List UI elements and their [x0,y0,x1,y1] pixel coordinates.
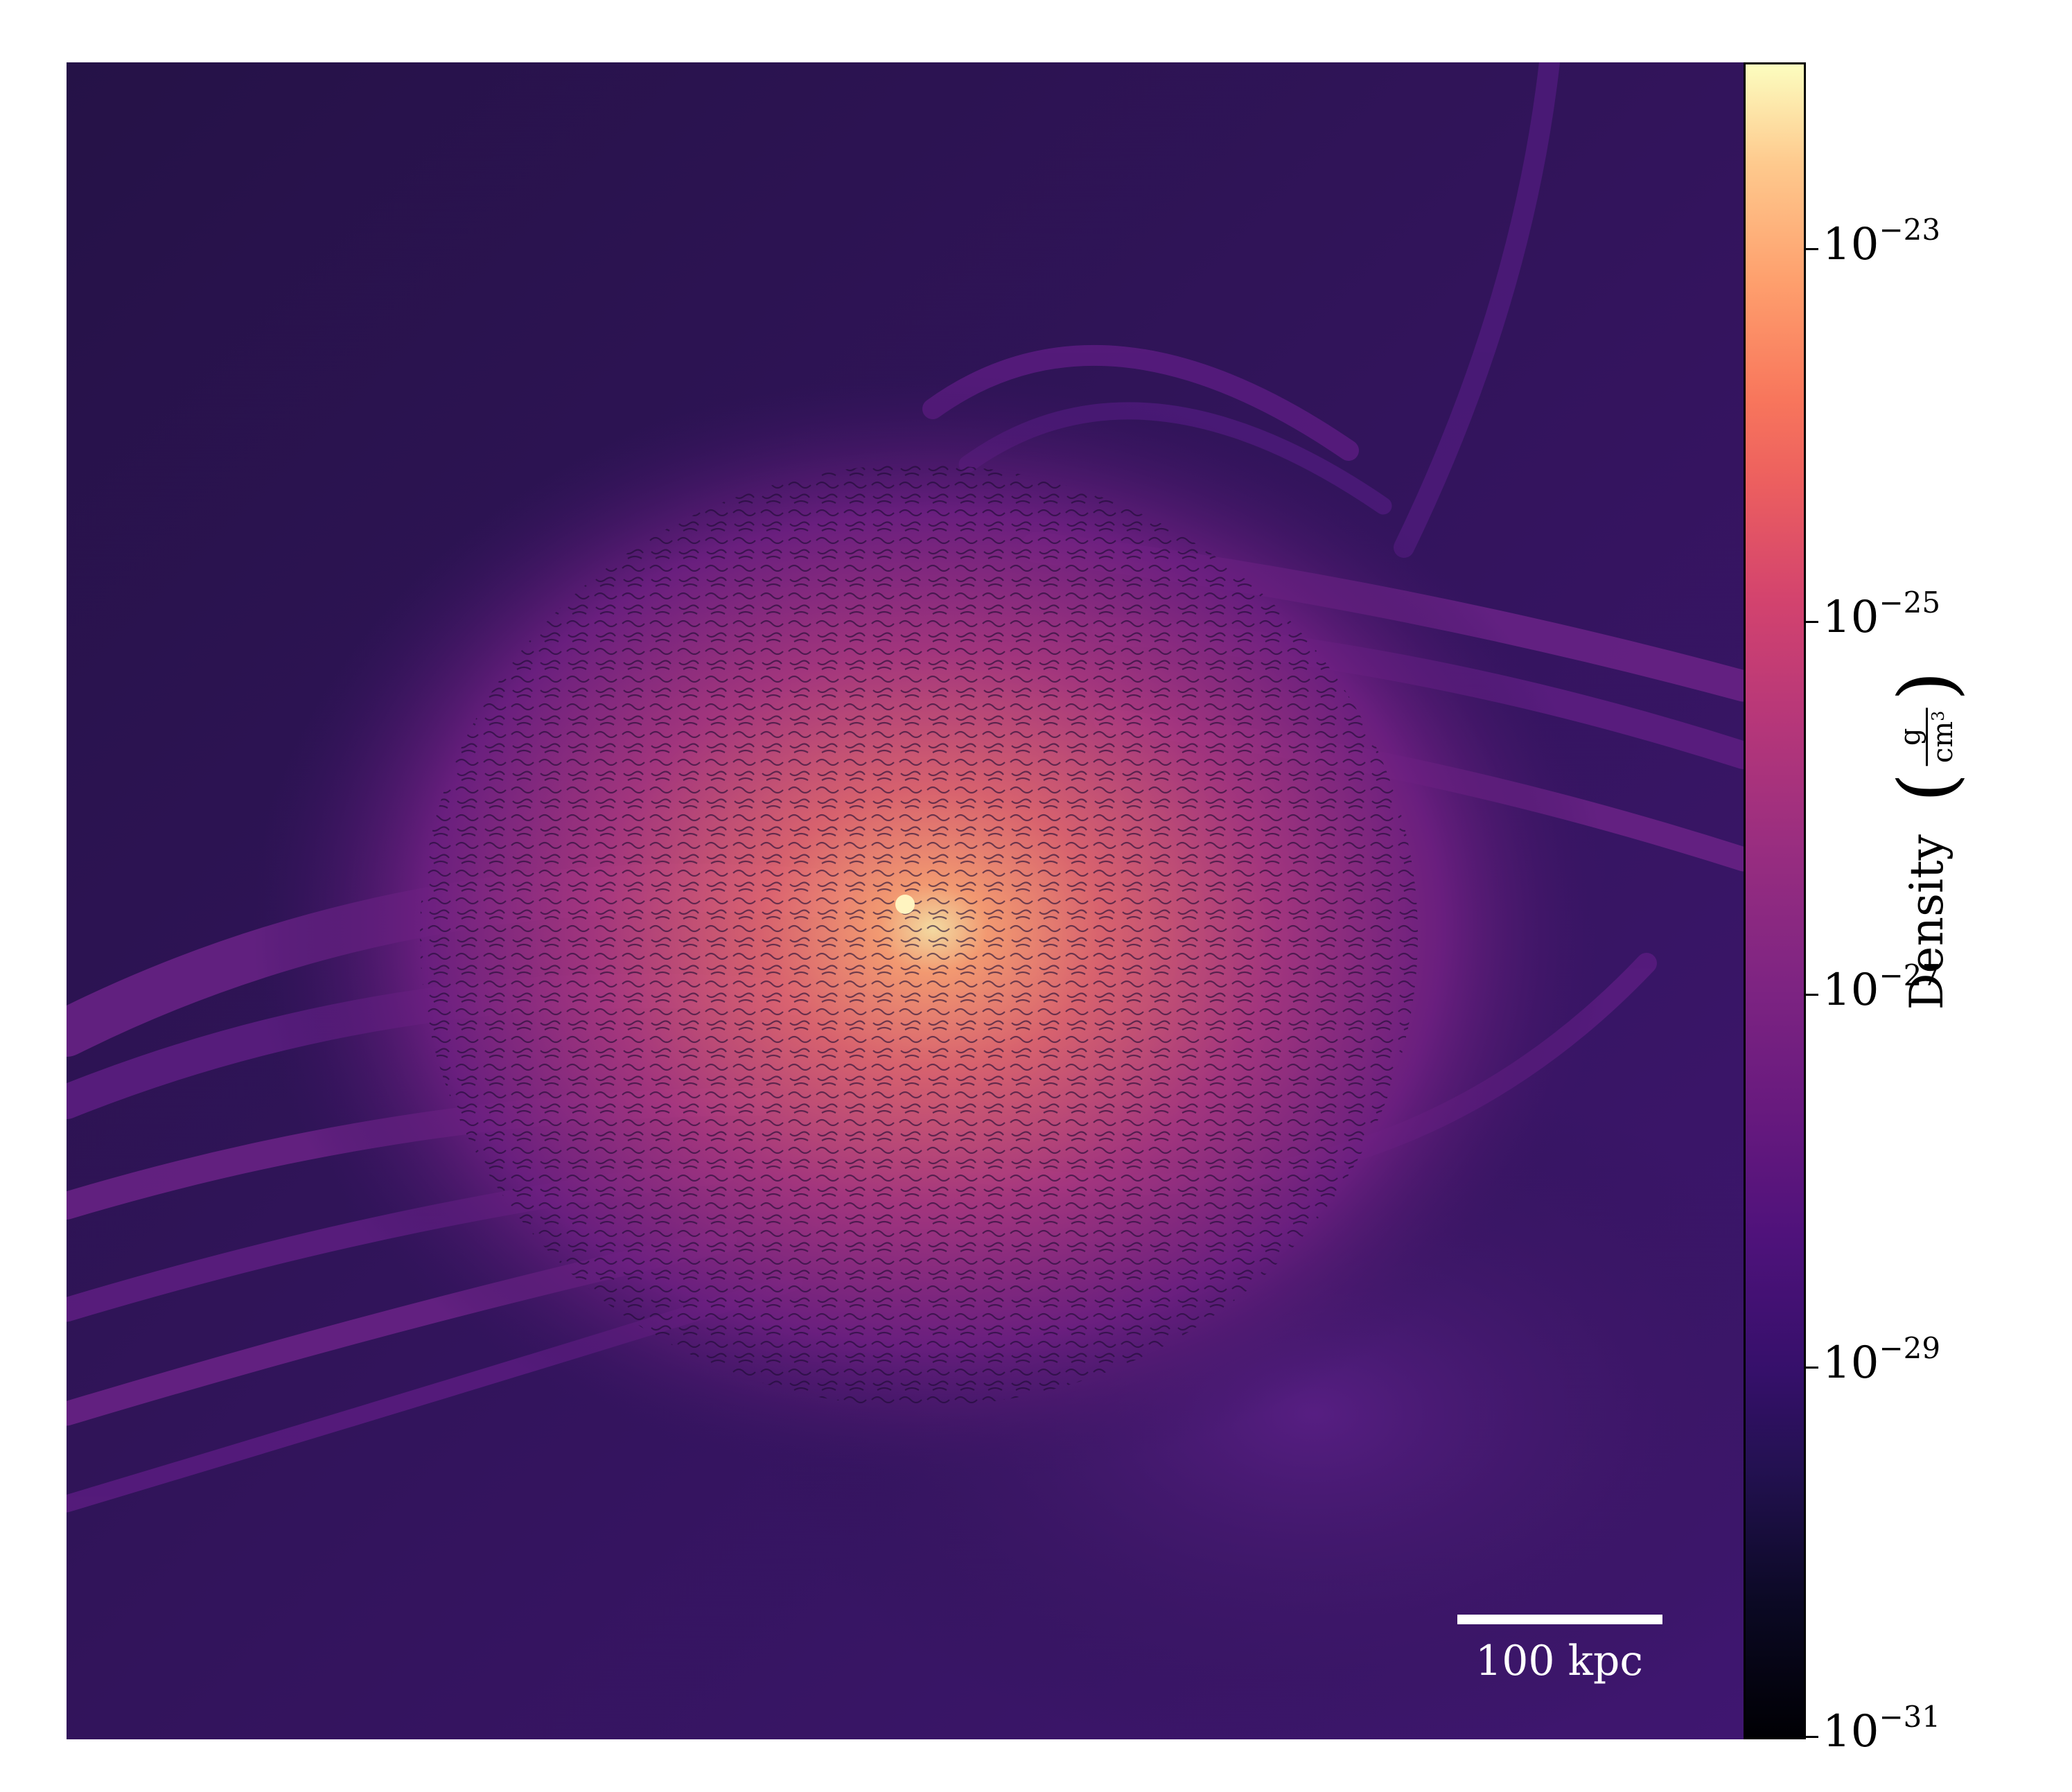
scale-bar [1457,1615,1662,1624]
colorbar-label-text: Density [1899,834,1954,1010]
colorbar-tick-label: 10−29 [1823,1331,1941,1389]
colorbar-tick [1806,994,1818,996]
colorbar [1744,62,1806,1739]
open-paren: ( [1882,773,1971,803]
density-slice-image [67,62,1744,1739]
density-slice-svg [67,62,1744,1739]
scale-bar-label: 100 kpc [1475,1637,1643,1685]
colorbar-axis-label: Density ( g cm3 ) [1882,667,1971,1010]
unit-fraction: g cm3 [1894,708,1959,766]
colorbar-tick [1806,1736,1818,1738]
unit-numerator: g [1894,728,1926,746]
colorbar-tick-label: 10−25 [1823,586,1941,643]
unit-denominator: cm3 [1925,708,1959,766]
colorbar-tick-label: 10−27 [1823,958,1941,1016]
colorbar-tick-label: 10−23 [1823,213,1941,270]
colorbar-tick [1806,1367,1818,1369]
close-paren: ) [1882,671,1971,701]
colorbar-tick [1806,248,1818,250]
colorbar-tick-label: 10−31 [1823,1700,1941,1757]
colorbar-tick [1806,621,1818,623]
